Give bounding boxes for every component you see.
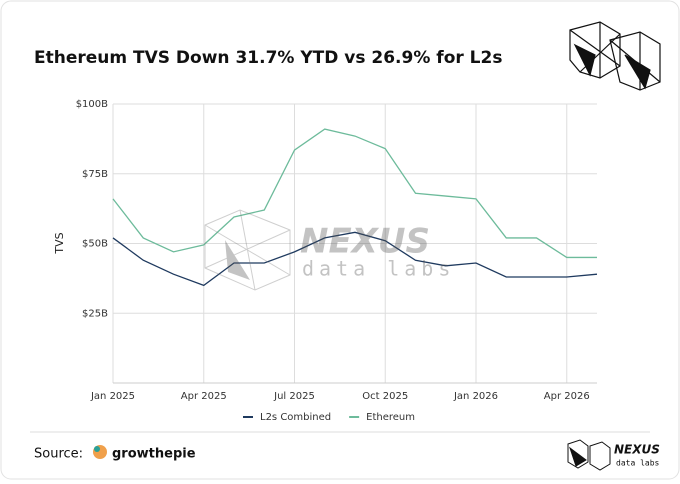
y-tick-label: $100B	[76, 99, 108, 110]
legend-label: L2s Combined	[260, 412, 331, 423]
y-axis-label: TVS	[53, 232, 66, 254]
x-tick-label: Apr 2025	[181, 391, 227, 402]
series-line	[112, 128, 597, 259]
x-tick-label: Oct 2025	[362, 391, 408, 402]
x-tick-label: Apr 2026	[544, 391, 590, 402]
legend-label: Ethereum	[366, 412, 415, 423]
watermark-tagline: data labs	[302, 257, 455, 281]
source-label: Source:	[34, 447, 83, 462]
y-tick-label: $25B	[82, 308, 108, 319]
watermark: NEXUS data labs	[204, 209, 455, 291]
source-name: growthepie	[112, 447, 196, 462]
x-tick-label: Jan 2025	[90, 391, 135, 402]
y-tick-label: $75B	[82, 169, 108, 180]
x-tick-label: Jul 2025	[273, 391, 315, 402]
brand-logo	[567, 439, 611, 471]
x-tick-label: Jan 2026	[453, 391, 498, 402]
chart-title: Ethereum TVS Down 31.7% YTD vs 26.9% for…	[34, 48, 502, 68]
brand-name: NEXUS	[614, 443, 660, 457]
series-line	[112, 231, 598, 287]
source-logo	[93, 445, 107, 459]
logo	[569, 21, 661, 91]
watermark-name: NEXUS	[300, 222, 430, 262]
y-tick-label: $50B	[82, 239, 108, 250]
brand-tagline: data labs	[616, 459, 660, 468]
